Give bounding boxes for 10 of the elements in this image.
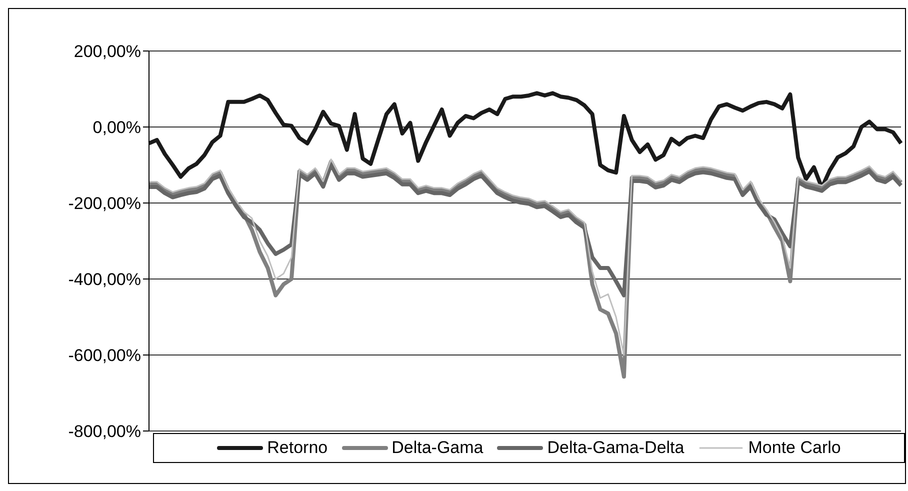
y-tick-label: -200,00%	[68, 194, 141, 214]
y-tick-label: -400,00%	[68, 270, 141, 290]
y-tick-label: 200,00%	[74, 42, 141, 62]
legend-label: Delta-Gama-Delta	[547, 438, 684, 458]
legend-label: Delta-Gama	[392, 438, 484, 458]
legend-label: Monte Carlo	[748, 438, 841, 458]
y-tick-label: 0,00%	[92, 118, 141, 138]
legend-label: Retorno	[267, 438, 328, 458]
y-tick-label: -600,00%	[68, 346, 141, 366]
y-tick-label: -800,00%	[68, 422, 141, 442]
